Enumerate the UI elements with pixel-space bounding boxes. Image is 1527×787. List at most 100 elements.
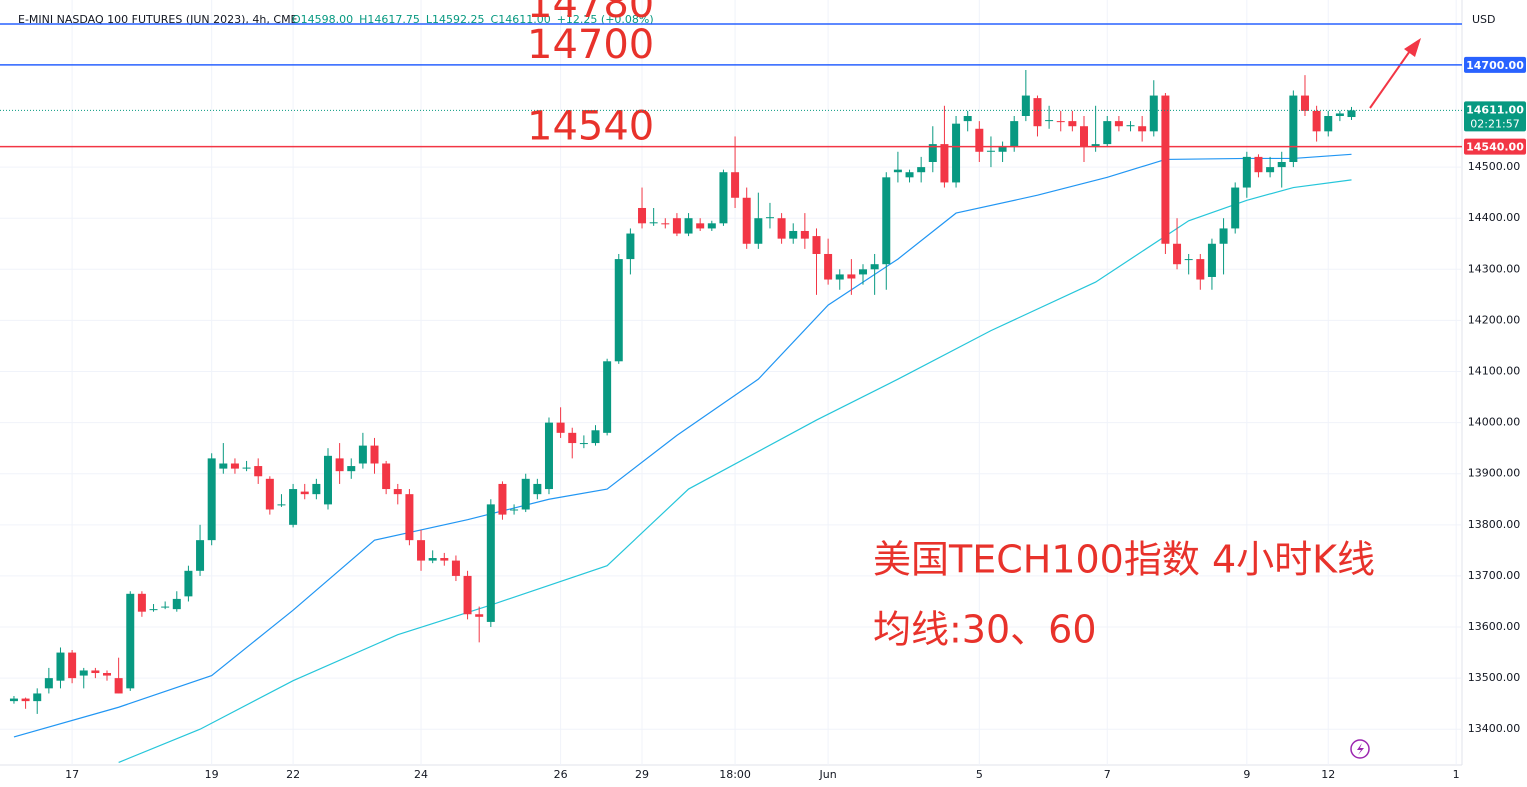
annotation: 美国TECH100指数 4小时K线 <box>873 538 1375 582</box>
candle-body <box>975 128 984 152</box>
candle-body <box>242 467 251 469</box>
candle-body <box>765 217 774 219</box>
arrow <box>1369 47 1413 109</box>
candle-body <box>393 489 402 495</box>
candle-body <box>1219 228 1228 244</box>
candle-body <box>1079 126 1088 147</box>
candle-body <box>649 222 658 224</box>
candle-body <box>21 698 30 702</box>
candle-body <box>370 445 379 464</box>
y-tick-label: 13800.00 <box>1468 518 1521 531</box>
candle-body <box>603 361 612 433</box>
ohlc-legend: L14592.25 <box>426 13 485 26</box>
candle-body <box>719 172 728 224</box>
candle-body <box>870 264 879 270</box>
y-tick-label: 13500.00 <box>1468 671 1521 684</box>
candle-body <box>1312 110 1321 132</box>
candle-body <box>754 218 763 244</box>
candle-body <box>998 146 1007 152</box>
candle-body <box>1289 95 1298 162</box>
x-tick-label: 26 <box>554 768 568 781</box>
candle-body <box>323 455 332 505</box>
countdown: 02:21:57 <box>1470 117 1519 130</box>
ohlc-legend: +12.25 (+0.08%) <box>557 13 654 26</box>
candle-body <box>591 430 600 444</box>
candle-body <box>533 483 542 495</box>
x-tick-label: 17 <box>65 768 79 781</box>
candle-body <box>882 177 891 265</box>
candle-body <box>1184 259 1193 261</box>
x-tick-label: 12 <box>1321 768 1335 781</box>
x-tick-label: 7 <box>1104 768 1111 781</box>
candle-body <box>196 540 205 571</box>
candle-body <box>172 598 181 610</box>
last-price-label: 14611.00 <box>1466 103 1524 116</box>
candle-body <box>358 445 367 464</box>
candle-body <box>382 463 391 490</box>
y-tick-label: 14400.00 <box>1468 211 1521 224</box>
candle-body <box>928 144 937 162</box>
candle-body <box>312 483 321 495</box>
candle-body <box>510 509 519 511</box>
candle-body <box>103 673 112 676</box>
candle-body <box>661 223 670 225</box>
x-tick-label: Jun <box>819 768 837 781</box>
arrow-head <box>1404 38 1421 57</box>
candle-body <box>638 207 647 224</box>
x-tick-label: 24 <box>414 768 428 781</box>
line-annotation: 14540 <box>527 104 654 150</box>
last-price-box <box>1464 101 1526 132</box>
candle-body <box>847 274 856 279</box>
x-tick-label: 9 <box>1243 768 1250 781</box>
candle-body <box>917 167 926 173</box>
candle-body <box>986 150 995 152</box>
candle-body <box>149 609 158 611</box>
candle-body <box>475 614 484 617</box>
candle-body <box>963 116 972 122</box>
price-label-box <box>1464 56 1526 73</box>
candle-body <box>451 560 460 576</box>
x-tick-label: 19 <box>205 768 219 781</box>
price-label: 14540.00 <box>1466 141 1524 154</box>
ohlc-legend: O14598.00 <box>292 13 353 26</box>
candle-body <box>777 218 786 239</box>
y-tick-label: 13700.00 <box>1468 569 1521 582</box>
candle-body <box>1335 113 1344 117</box>
candle-body <box>1266 167 1275 173</box>
candle-body <box>521 478 530 510</box>
candle-body <box>893 169 902 173</box>
y-tick-label: 14100.00 <box>1468 365 1521 378</box>
candle-body <box>114 678 123 694</box>
candle-body <box>1242 156 1251 188</box>
candle-body <box>463 575 472 615</box>
candle-body <box>498 483 507 515</box>
candle-body <box>905 172 914 178</box>
icon[interactable] <box>1350 739 1370 759</box>
y-tick-label: 13600.00 <box>1468 620 1521 633</box>
candle-body <box>812 236 821 254</box>
line-annotation: 14780 <box>527 0 654 27</box>
candle-body <box>672 218 681 234</box>
y-tick-label: 14500.00 <box>1468 160 1521 173</box>
candle-body <box>161 606 170 608</box>
candle-body <box>137 593 146 612</box>
x-tick-label: 29 <box>635 768 649 781</box>
candle-body <box>1300 95 1309 111</box>
candle-body <box>1068 121 1077 127</box>
x-tick-label: 1 <box>1453 768 1460 781</box>
candle-body <box>544 422 553 490</box>
icon-bolt <box>1357 743 1364 755</box>
candle-body <box>486 504 495 622</box>
candle-body <box>1033 98 1042 127</box>
candle-body <box>626 233 635 260</box>
candle-body <box>1056 121 1065 123</box>
candle-body <box>440 558 449 561</box>
candle-body <box>417 540 426 561</box>
candle-body <box>428 558 437 561</box>
candle-body <box>731 172 740 198</box>
candle-body <box>859 269 868 275</box>
y-tick-label: 14300.00 <box>1468 262 1521 275</box>
candle-body <box>1021 95 1030 117</box>
